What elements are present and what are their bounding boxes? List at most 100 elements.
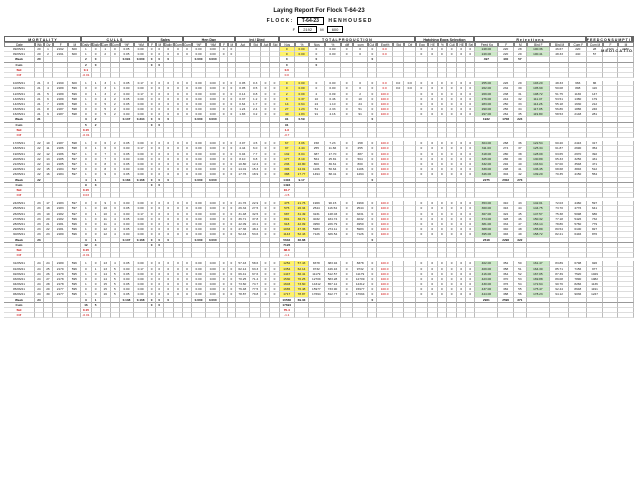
table-cell bbox=[249, 297, 262, 303]
table-cell: 0 bbox=[163, 222, 174, 228]
table-cell: 23 bbox=[34, 227, 44, 233]
table-cell bbox=[392, 292, 405, 298]
table-cell bbox=[206, 308, 221, 314]
table-cell bbox=[392, 211, 405, 217]
table-cell bbox=[498, 127, 514, 133]
table-cell: 262.00 bbox=[475, 86, 499, 92]
table-cell: 2190 bbox=[52, 81, 69, 87]
table-cell bbox=[404, 187, 417, 194]
table-cell bbox=[427, 313, 438, 319]
table-cell: 0 bbox=[81, 276, 92, 283]
table-cell: 7126 bbox=[309, 232, 325, 238]
table-cell bbox=[618, 72, 634, 79]
table-cell bbox=[618, 242, 634, 248]
table-cell bbox=[404, 287, 417, 293]
table-cell bbox=[368, 253, 378, 259]
table-cell: Std bbox=[4, 127, 35, 133]
table-cell: 0 bbox=[173, 211, 183, 217]
table-cell: 0 bbox=[368, 177, 378, 183]
table-cell bbox=[457, 182, 467, 188]
table-cell bbox=[163, 187, 174, 194]
table-cell: 18/05/21 bbox=[4, 146, 35, 152]
table-cell: 0.1 bbox=[81, 67, 92, 73]
table-cell bbox=[249, 52, 262, 58]
table-cell: 281 bbox=[587, 112, 603, 118]
table-cell bbox=[446, 57, 458, 63]
table-cell: 0 bbox=[261, 161, 271, 168]
table-cell: 9732 bbox=[352, 266, 369, 272]
table-cell: -0.7 bbox=[279, 133, 295, 139]
table-cell: 0 bbox=[368, 282, 378, 288]
table-cell: 73.70 bbox=[549, 206, 570, 212]
table-cell bbox=[110, 182, 120, 188]
table-cell: Diff bbox=[4, 193, 35, 199]
table-cell: 0 bbox=[261, 287, 271, 293]
table-cell: 0 bbox=[228, 47, 236, 53]
table-cell bbox=[602, 86, 619, 92]
table-cell: 0 bbox=[155, 47, 164, 53]
table-cell bbox=[377, 302, 393, 308]
column-header-cell: cum bbox=[352, 42, 369, 47]
table-cell bbox=[220, 302, 228, 308]
table-cell: 0 bbox=[427, 161, 438, 168]
table-cell bbox=[235, 117, 250, 123]
table-cell bbox=[587, 237, 603, 243]
table-cell bbox=[392, 177, 405, 183]
table-cell bbox=[235, 67, 250, 73]
table-cell bbox=[368, 122, 378, 128]
table-cell: 512 bbox=[587, 167, 603, 173]
table-cell: 0.00 bbox=[206, 86, 221, 92]
table-cell: 0 bbox=[220, 151, 228, 157]
table-cell bbox=[368, 313, 378, 319]
table-cell bbox=[52, 242, 69, 248]
table-cell bbox=[618, 96, 634, 102]
table-cell bbox=[498, 247, 514, 254]
table-cell bbox=[270, 237, 280, 243]
table-cell: 34 bbox=[513, 107, 527, 113]
table-cell bbox=[602, 222, 619, 228]
table-cell bbox=[513, 67, 527, 73]
table-cell: 7.7 bbox=[249, 151, 262, 157]
table-cell bbox=[352, 133, 369, 139]
table-cell bbox=[602, 253, 619, 259]
table-cell: 0.00 bbox=[191, 47, 207, 53]
table-cell bbox=[309, 297, 325, 303]
table-cell: 0 bbox=[457, 161, 467, 168]
table-cell: 116 bbox=[587, 86, 603, 92]
table-cell bbox=[235, 133, 250, 139]
table-cell: 83.89 bbox=[549, 261, 570, 267]
table-cell bbox=[155, 72, 164, 79]
table-cell: 0 bbox=[163, 101, 174, 108]
table-cell bbox=[341, 242, 353, 248]
table-cell: 1.3 bbox=[279, 127, 295, 133]
table-cell: 0 bbox=[261, 216, 271, 222]
table-cell: 801 bbox=[279, 216, 295, 222]
table-cell bbox=[191, 67, 207, 73]
table-cell: 8 bbox=[279, 96, 295, 102]
table-cell: 4950 bbox=[352, 222, 369, 228]
table-cell bbox=[173, 67, 183, 73]
table-cell: 0.05 bbox=[119, 271, 135, 277]
table-cell: 0 bbox=[427, 276, 438, 283]
table-cell bbox=[602, 151, 619, 157]
table-cell: 0 bbox=[163, 282, 174, 288]
table-cell: 0 bbox=[368, 117, 378, 123]
table-cell: 57.43 bbox=[235, 261, 250, 267]
table-cell bbox=[261, 72, 271, 79]
table-cell: 100.0 bbox=[377, 172, 393, 178]
table-cell: 0.00 bbox=[119, 266, 135, 272]
table-cell bbox=[437, 187, 447, 194]
table-cell bbox=[427, 127, 438, 133]
table-row: Week 20 2 0 0.091 0.000 0 0 0 0.000 0.000 0 0 0 497 440… bbox=[4, 57, 634, 63]
table-cell: 0.17 bbox=[134, 146, 149, 152]
table-cell bbox=[43, 127, 53, 133]
table-cell: 28 bbox=[587, 47, 603, 53]
table-cell bbox=[134, 187, 149, 194]
table-cell bbox=[261, 187, 271, 194]
table-cell bbox=[34, 187, 44, 194]
table-cell bbox=[618, 237, 634, 243]
report-title: Laying Report For Flock T-64-23 bbox=[273, 8, 365, 14]
table-row: 09/05/21 20 2 2191 600 1 0 2 0 0.05 0.00 0 0 0 0 0 0.00 0… bbox=[4, 52, 634, 58]
table-cell: 304.00 bbox=[475, 141, 499, 147]
table-cell bbox=[235, 47, 250, 53]
